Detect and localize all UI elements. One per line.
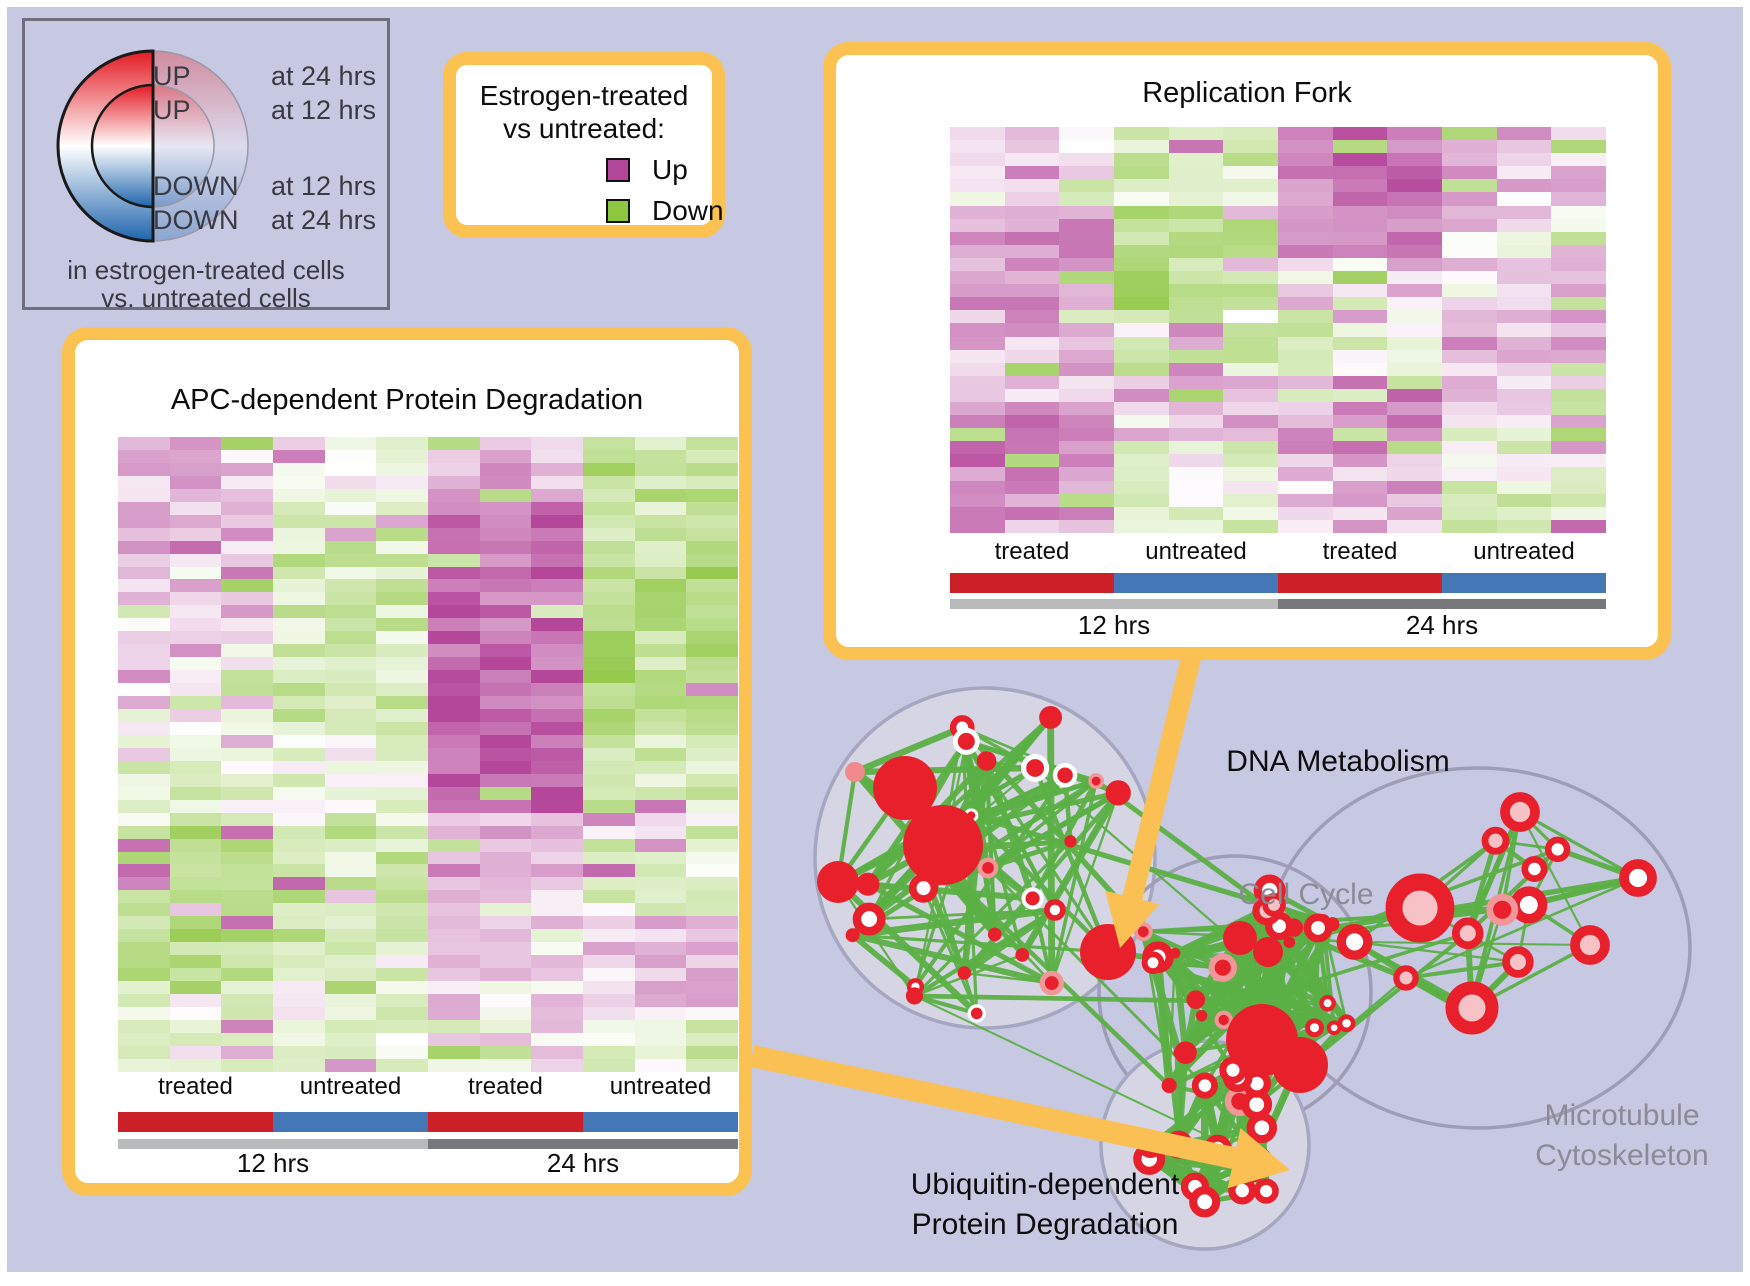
ring-down-24-label: DOWN — [153, 205, 238, 236]
apc-untreated-12-label: untreated — [273, 1073, 428, 1101]
cell-cycle-label: Cell Cycle — [1238, 878, 1373, 912]
rf-12hrs-label: 12 hrs — [950, 610, 1278, 642]
apc-condition-bars — [118, 1112, 738, 1132]
ring-caption-line2: vs. untreated cells — [25, 283, 387, 314]
legend-title-line1: Estrogen-treated — [456, 79, 712, 112]
apc-24hrs-label: 24 hrs — [428, 1148, 738, 1180]
legend-down-row: Down — [606, 195, 712, 227]
replication-fork-title: Replication Fork — [836, 77, 1658, 110]
legend-title-line2: vs untreated: — [456, 112, 712, 145]
ring-caption-line1: in estrogen-treated cells — [25, 255, 387, 286]
apc-title: APC-dependent Protein Degradation — [75, 384, 739, 417]
rf-time-bars — [950, 599, 1606, 609]
ring-down-12-label: DOWN — [153, 171, 238, 202]
dna-metabolism-label: DNA Metabolism — [1226, 745, 1449, 779]
down-label: Down — [652, 195, 724, 227]
legend-up-row: Up — [606, 154, 712, 186]
ubiquitin-label-line2: Protein Degradation — [911, 1205, 1180, 1245]
rf-treated-24-label: treated — [1278, 538, 1442, 566]
apc-treated-24-label: treated — [428, 1073, 583, 1101]
rf-24hrs-label: 24 hrs — [1278, 610, 1606, 642]
ubiquitin-degradation-label: Ubiquitin-dependent Protein Degradation — [911, 1165, 1180, 1245]
ring-up-12-label: UP — [153, 95, 191, 126]
figure-canvas: UP at 24 hrs UP at 12 hrs DOWN at 12 hrs… — [7, 7, 1743, 1272]
microtubule-label-line2: Cytoskeleton — [1535, 1136, 1708, 1176]
rf-condition-bars — [950, 573, 1606, 593]
rf-time-labels: 12 hrs 24 hrs — [950, 610, 1606, 642]
updown-legend-box: Estrogen-treated vs untreated: Up Down — [443, 52, 725, 238]
microtubule-cytoskeleton-label: Microtubule Cytoskeleton — [1535, 1096, 1708, 1176]
rf-untreated-12-label: untreated — [1114, 538, 1278, 566]
ubiquitin-label-line1: Ubiquitin-dependent — [911, 1165, 1180, 1205]
apc-treated-12-label: treated — [118, 1073, 273, 1101]
apc-heatmap — [118, 437, 738, 1072]
apc-time-labels: 12 hrs 24 hrs — [118, 1148, 738, 1180]
ring-at-24-label: at 24 hrs — [271, 61, 376, 92]
ring-at-12b-label: at 12 hrs — [271, 171, 376, 202]
down-color-swatch — [606, 199, 630, 223]
ring-at-24b-label: at 24 hrs — [271, 205, 376, 236]
up-color-swatch — [606, 158, 630, 182]
microtubule-label-line1: Microtubule — [1535, 1096, 1708, 1136]
apc-12hrs-label: 12 hrs — [118, 1148, 428, 1180]
replication-fork-heatmap — [950, 127, 1606, 533]
rf-untreated-24-label: untreated — [1442, 538, 1606, 566]
apc-group-labels: treated untreated treated untreated — [118, 1073, 738, 1101]
apc-untreated-24-label: untreated — [583, 1073, 738, 1101]
replication-fork-group-labels: treated untreated treated untreated — [950, 538, 1606, 566]
ring-up-24-label: UP — [153, 61, 191, 92]
up-label: Up — [652, 154, 688, 186]
ring-at-12-label: at 12 hrs — [271, 95, 376, 126]
rf-treated-12-label: treated — [950, 538, 1114, 566]
ring-legend-box: UP at 24 hrs UP at 12 hrs DOWN at 12 hrs… — [22, 18, 390, 310]
